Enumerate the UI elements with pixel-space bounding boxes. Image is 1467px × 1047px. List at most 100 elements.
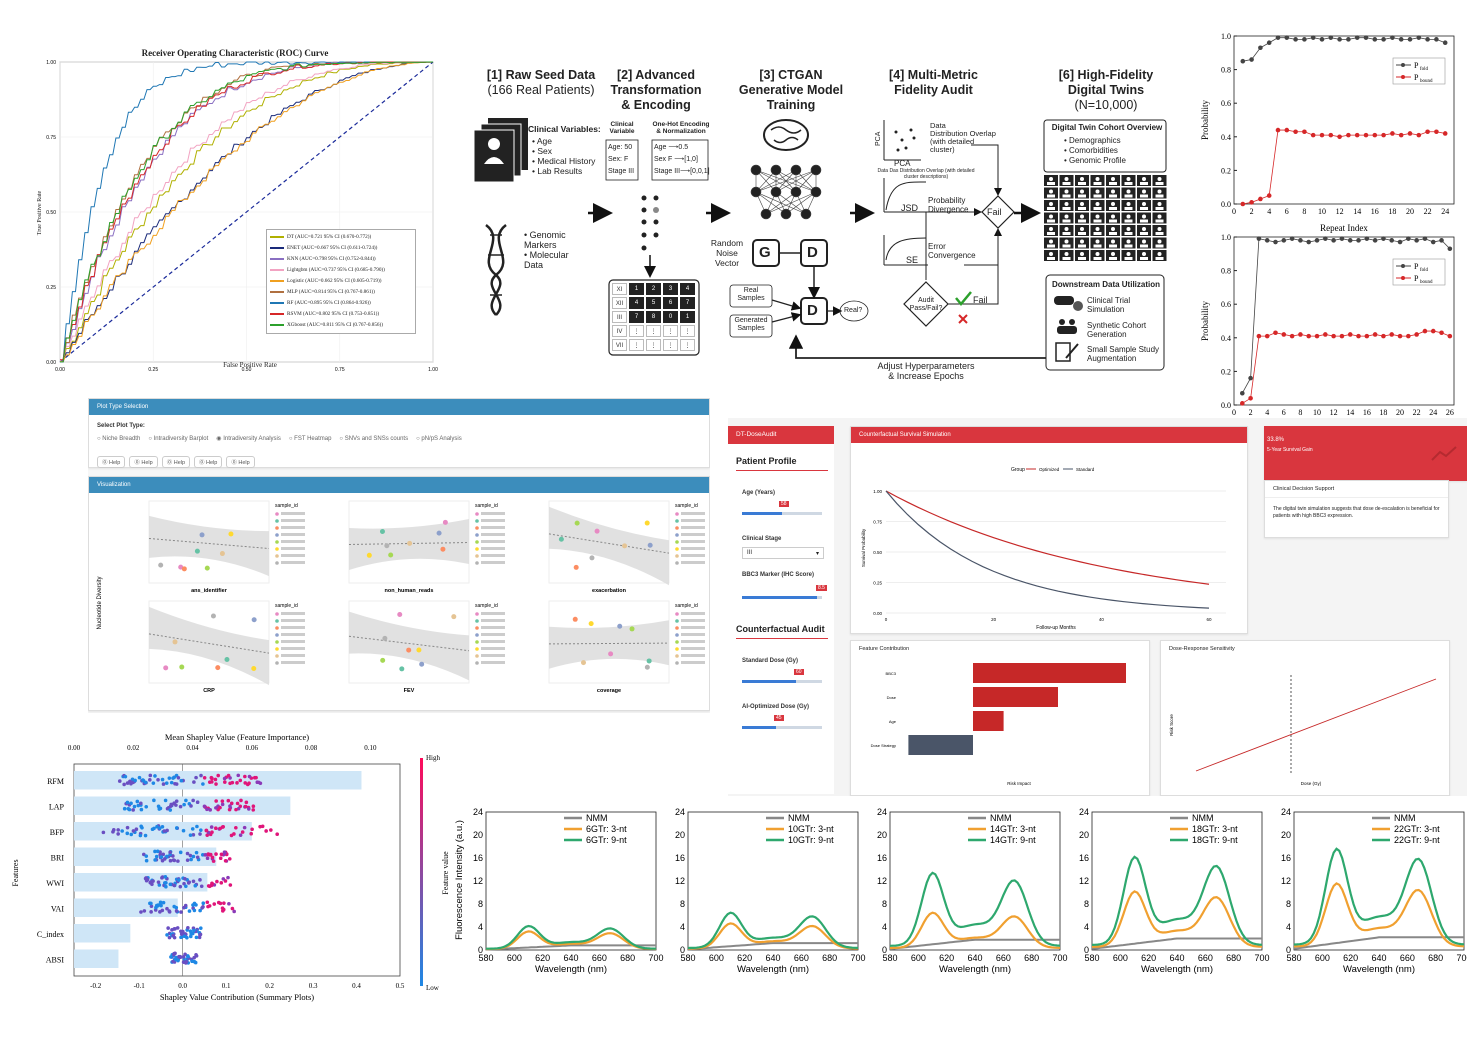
pill-icon	[1054, 296, 1083, 311]
roc-legend-swatch	[270, 236, 284, 238]
viz-point	[647, 542, 653, 548]
prob-point-bound	[1406, 333, 1411, 339]
shap-dot	[192, 780, 196, 784]
fl-ytick: 0	[680, 945, 685, 955]
help-button[interactable]: ⓪ Help	[129, 456, 158, 468]
matrix-cell: 7	[680, 297, 695, 309]
bbc3-slider[interactable]	[742, 596, 822, 599]
fl-xtick: 620	[737, 953, 752, 963]
shap-dot	[172, 935, 177, 940]
matrix-cell: ⋮	[663, 339, 678, 351]
viz-legend-dot	[475, 547, 479, 551]
twin-body	[1109, 219, 1117, 223]
plot-option[interactable]: ○ Intradiversity Barplot	[148, 436, 209, 442]
viz-xlabel: ans_identifier	[191, 588, 228, 594]
matrix-cell: XII	[612, 297, 627, 309]
prob-frame	[1233, 35, 1455, 205]
nn-node	[800, 208, 812, 220]
twin-body	[1124, 194, 1133, 198]
viz-point	[573, 564, 579, 570]
help-button[interactable]: ⓪ Help	[161, 456, 191, 468]
nn-node	[810, 164, 822, 176]
viz-legend-dot	[475, 640, 479, 644]
viz-legend-dot	[475, 619, 479, 623]
prob-point-bound	[1331, 333, 1336, 339]
viz-legend-label	[481, 619, 505, 622]
shap-dot	[111, 830, 115, 834]
fl-curve	[688, 922, 858, 950]
twin-head	[1049, 214, 1053, 219]
shap-dot	[186, 954, 190, 959]
prob-point-bound	[1293, 129, 1298, 135]
gen-item-2: • Molecular	[524, 250, 569, 260]
shap-ylabel: Features	[11, 859, 20, 886]
plot-option[interactable]: ○ SNVs and SNSs counts	[339, 436, 409, 442]
twin-head	[1142, 214, 1146, 219]
plot-option[interactable]: ○ pN/pS Analysis	[416, 436, 462, 442]
fl-frame	[1293, 811, 1465, 951]
roc-legend: DT (AUC=0.721 95% CI (0.670-0.772)) ENET …	[266, 229, 416, 334]
shap-dot	[150, 827, 155, 832]
prob-legend-bound-dot	[1401, 276, 1405, 280]
viz-legend-label	[281, 612, 305, 615]
shap-bar	[74, 771, 362, 790]
stage-select[interactable]: III ▾	[742, 547, 824, 559]
shap-dot	[156, 777, 160, 782]
viz-trend-line	[148, 537, 270, 550]
shap-bottom-title: Shapley Value Contribution (Summary Plot…	[160, 992, 314, 1002]
twin-head	[1080, 252, 1084, 256]
help-button[interactable]: ⓪ Help	[194, 456, 223, 468]
fl-xtick: 580	[1286, 953, 1301, 963]
pca-l-3: cluster)	[930, 145, 955, 154]
prob-legend	[1392, 57, 1446, 85]
plot-option[interactable]: ○ Niche Breadth	[97, 436, 141, 442]
viz-legend-dot	[675, 612, 679, 616]
prob-ytick: 0.2	[1221, 166, 1231, 175]
viz-legend-dot	[275, 547, 279, 551]
step2-title: [2] Advanced	[616, 68, 696, 82]
viz-point	[572, 616, 578, 622]
twin-body	[1140, 219, 1148, 223]
shap-dot	[202, 804, 207, 809]
twin-head	[1064, 227, 1069, 231]
prob-xtick: 10	[1313, 408, 1321, 417]
shap-dot	[236, 773, 241, 778]
fl-ytick: 8	[1286, 899, 1291, 909]
viz-legend-label	[281, 512, 305, 515]
noise-2: Vector	[714, 258, 740, 268]
ai-dose-slider[interactable]	[742, 726, 822, 729]
viz-legend-label	[481, 526, 505, 529]
shap-dot	[138, 833, 143, 838]
standard-dose-slider[interactable]	[742, 680, 822, 683]
fl-legend-label: NMM	[990, 813, 1012, 823]
shap-dot	[184, 884, 188, 889]
roc-panel: Receiver Operating Characteristic (ROC) …	[30, 40, 440, 375]
shap-dot	[125, 825, 130, 830]
fl-ytick: 4	[1286, 922, 1291, 932]
shap-dot	[232, 909, 236, 914]
viz-legend-dot	[475, 661, 479, 665]
prob-xtick: 4	[1267, 207, 1271, 216]
age-slider[interactable]	[742, 512, 822, 515]
help-button[interactable]: ⓪ Help	[97, 456, 126, 468]
plot-option[interactable]: ○ FST Heatmap	[288, 436, 332, 442]
roc-curve-enet	[60, 61, 434, 363]
twin-body	[1093, 194, 1102, 198]
twin-body	[1124, 257, 1133, 260]
shap-dot	[125, 831, 130, 836]
shap-dot	[205, 807, 209, 812]
clinical-decision-header: Clinical Decision Support	[1265, 481, 1448, 498]
shap-dot	[219, 852, 224, 857]
prob-point-fold	[1281, 238, 1287, 243]
viz-legend-dot	[275, 612, 279, 616]
shap-dot	[199, 828, 203, 832]
shap-dot	[139, 910, 143, 914]
prob-point-bound	[1354, 132, 1360, 138]
fl-xtick: 660	[1198, 953, 1213, 963]
twin-body	[1155, 182, 1164, 185]
viz-trend-line	[548, 642, 670, 645]
help-button[interactable]: ⓪ Help	[226, 456, 255, 468]
plot-option[interactable]: ◉ Intradiversity Analysis	[216, 436, 281, 442]
prob-point-bound	[1306, 333, 1312, 339]
viz-point	[406, 647, 412, 653]
